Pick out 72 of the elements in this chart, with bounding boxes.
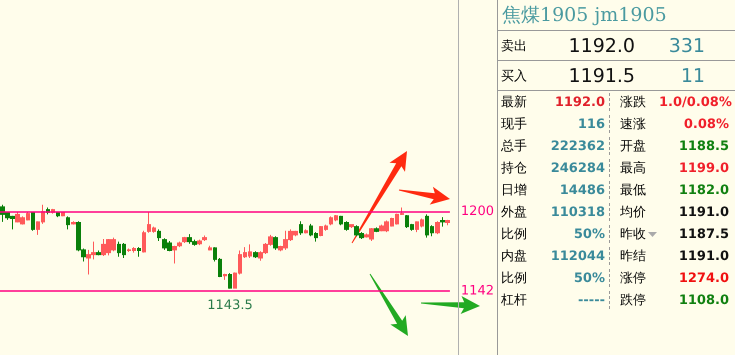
candlestick — [202, 235, 207, 242]
text: 1187.5 — [678, 226, 729, 242]
text: 焦煤1905 jm1905 — [498, 0, 735, 31]
text: 14486 — [560, 182, 605, 198]
text: 222362 — [550, 138, 605, 154]
candlestick — [96, 250, 101, 256]
candlestick — [435, 220, 440, 235]
y-tick-label: 1142 — [460, 283, 494, 298]
text: 1.0/0.08% — [659, 94, 732, 110]
candlestick — [197, 239, 202, 246]
text: 1199.0 — [678, 160, 729, 176]
text: 1182.0 — [678, 182, 729, 198]
candlestick — [374, 226, 379, 233]
text: 1192.0 — [554, 94, 605, 110]
text: 最低 — [620, 183, 646, 198]
candlestick — [228, 272, 232, 290]
text: 1192.0 — [568, 34, 635, 56]
text: 涨跌 — [620, 95, 646, 110]
text: 总手 — [501, 139, 527, 154]
candlestick — [157, 228, 161, 242]
text: 外盘 — [501, 205, 527, 220]
text: 112044 — [550, 248, 605, 264]
candlestick — [253, 250, 258, 259]
candlestick — [31, 212, 35, 232]
text: 110318 — [550, 204, 605, 220]
candlestick — [445, 219, 450, 226]
candlestick — [182, 236, 187, 244]
text: 1188.5 — [678, 138, 729, 154]
y-tick-label: 1200 — [460, 204, 494, 220]
text: 均价 — [620, 205, 646, 220]
text: 最高 — [620, 161, 646, 176]
candlestick — [304, 228, 308, 234]
text: 0.08% — [684, 116, 729, 132]
candlestick — [440, 216, 445, 228]
candlestick — [273, 236, 278, 250]
text: 331 — [668, 34, 705, 56]
text: 杠杆 — [501, 293, 527, 308]
text: 比例 — [501, 271, 527, 286]
candlestick — [66, 216, 70, 230]
candlestick — [71, 220, 76, 226]
text: 内盘 — [501, 249, 527, 264]
text: 50% — [574, 270, 605, 286]
text: 昨结 — [620, 249, 646, 264]
text: 50% — [574, 226, 605, 242]
candlestick — [142, 230, 146, 254]
candlestick — [299, 220, 303, 236]
text: 买入 — [500, 68, 528, 84]
text: 跌停 — [620, 293, 646, 308]
text: 最新 — [501, 95, 527, 110]
candlestick — [208, 245, 212, 252]
text: 比例 — [501, 227, 527, 242]
text: 1191.0 — [678, 248, 729, 264]
candlestick — [137, 246, 141, 258]
text: ----- — [578, 292, 605, 308]
text: 昨收 — [620, 227, 646, 242]
text: 日增 — [501, 183, 527, 198]
text: 持仓 — [501, 161, 527, 176]
text: 1274.0 — [678, 270, 729, 286]
candlestick — [223, 273, 227, 280]
text: 1191.0 — [678, 204, 729, 220]
annotation: 1143.5 — [207, 298, 253, 313]
text: 116 — [578, 116, 605, 132]
text: 开盘 — [620, 139, 646, 154]
text: 11 — [680, 64, 705, 86]
text: 现手 — [501, 117, 527, 132]
text: 1191.5 — [568, 64, 635, 86]
text: 246284 — [550, 160, 605, 176]
text: 卖出 — [500, 38, 528, 54]
candlestick — [349, 224, 354, 229]
text: 涨停 — [620, 271, 646, 286]
text: 速涨 — [620, 117, 646, 132]
text: 1108.0 — [678, 292, 729, 308]
